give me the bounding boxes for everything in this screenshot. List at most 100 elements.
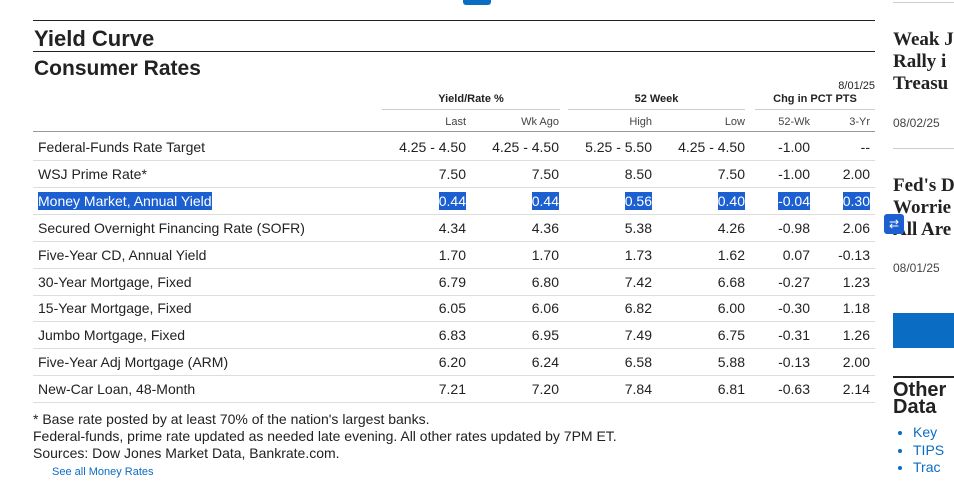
cell: -0.13 xyxy=(838,246,870,263)
cell: 6.06 xyxy=(531,300,559,317)
cell: -0.04 xyxy=(778,191,810,210)
tab xyxy=(463,0,491,5)
cell: 4.26 xyxy=(717,219,745,236)
cell: 1.23 xyxy=(842,273,870,290)
money-rates-link[interactable]: See all Money Rates xyxy=(52,466,154,478)
cell: 0.56 xyxy=(624,191,652,210)
row-name: Federal-Funds Rate Target xyxy=(38,139,206,155)
row-rule xyxy=(33,294,875,296)
column-header: Low xyxy=(724,116,745,128)
rule xyxy=(33,51,875,52)
cell: 7.84 xyxy=(624,381,652,398)
date: 8/01/25 xyxy=(838,80,875,92)
cell: 2.06 xyxy=(842,219,870,236)
cell: 1.70 xyxy=(531,246,559,263)
row-name: 30-Year Mortgage, Fixed xyxy=(38,273,192,290)
column-header: 52-Wk xyxy=(778,116,810,128)
cell: 7.20 xyxy=(531,381,559,398)
rule xyxy=(33,20,875,21)
cell: 6.58 xyxy=(624,354,652,371)
group-rule xyxy=(568,109,745,110)
row-rule xyxy=(33,240,875,242)
cell: 7.50 xyxy=(531,165,559,182)
link[interactable]: Trac xyxy=(913,459,944,477)
cell: -1.00 xyxy=(778,139,810,155)
cell: 1.18 xyxy=(842,300,870,317)
cell: 5.38 xyxy=(624,219,652,236)
cell: 1.26 xyxy=(842,327,870,344)
cell: 0.44 xyxy=(531,191,559,210)
row-name: New-Car Loan, 48-Month xyxy=(38,381,196,398)
cell: 0.07 xyxy=(782,246,810,263)
row-name: WSJ Prime Rate* xyxy=(38,165,147,182)
group-header: Chg in PCT PTS xyxy=(773,93,857,105)
column-header: Wk Ago xyxy=(521,116,559,128)
link[interactable]: Key xyxy=(913,424,944,442)
cell: 6.79 xyxy=(438,273,466,290)
cell: 5.25 - 5.50 xyxy=(585,139,652,155)
cell: 6.00 xyxy=(717,300,745,317)
row-name: Money Market, Annual Yield xyxy=(38,191,212,210)
cell: 6.24 xyxy=(531,354,559,371)
cell: -0.63 xyxy=(778,381,810,398)
header-rule xyxy=(33,131,875,132)
headline-line: Weak J xyxy=(893,29,954,50)
cell: 1.73 xyxy=(624,246,652,263)
row-rule xyxy=(33,186,875,188)
row-name: Jumbo Mortgage, Fixed xyxy=(38,327,186,344)
cell: 6.75 xyxy=(717,327,745,344)
cell: -0.98 xyxy=(778,219,810,236)
row-name: Secured Overnight Financing Rate (SOFR) xyxy=(38,219,305,236)
row-rule xyxy=(33,213,875,215)
cell: 6.95 xyxy=(531,327,559,344)
article-date: 08/02/25 xyxy=(893,116,940,130)
title-line: Data xyxy=(893,396,937,418)
headline-line: Fed's D xyxy=(893,175,954,196)
group-header: 52 Week xyxy=(634,93,679,105)
row-rule xyxy=(33,321,875,323)
cell: 6.81 xyxy=(717,381,745,398)
cell: 0.30 xyxy=(842,191,870,210)
cell: -0.13 xyxy=(778,354,810,371)
group-rule xyxy=(755,109,875,110)
link-list: Key TIPS Trac xyxy=(893,424,944,477)
cell: 4.25 - 4.50 xyxy=(492,139,559,155)
link[interactable]: TIPS xyxy=(913,442,944,460)
cell: 7.21 xyxy=(438,381,466,398)
title-line: Other xyxy=(893,379,947,401)
headline[interactable]: Weak J Rally i Treasu xyxy=(893,29,954,95)
footnote: Federal-funds, prime rate updated as nee… xyxy=(33,428,617,444)
row-rule xyxy=(33,160,875,161)
cell: 8.50 xyxy=(624,165,652,182)
cell: 2.00 xyxy=(842,165,870,182)
headline-line: Treasu xyxy=(893,73,949,94)
headline[interactable]: Fed's D Worrie All Are xyxy=(893,175,954,241)
row-rule xyxy=(33,348,875,350)
rule xyxy=(893,376,954,378)
button[interactable] xyxy=(893,313,954,348)
cell: 6.20 xyxy=(438,354,466,371)
rule xyxy=(893,2,954,3)
cell: 6.83 xyxy=(438,327,466,344)
cell: -0.30 xyxy=(778,300,810,317)
article-date: 08/01/25 xyxy=(893,261,940,275)
cell: -0.31 xyxy=(778,327,810,344)
cell: 1.70 xyxy=(438,246,466,263)
headline-line: Rally i xyxy=(893,51,947,72)
headline-line: All Are xyxy=(893,219,952,240)
group-header: Yield/Rate % xyxy=(438,93,504,105)
title: Consumer Rates xyxy=(34,57,201,80)
group-rule xyxy=(382,109,560,110)
section-title: Yield Curve xyxy=(34,26,155,51)
footnote: * Base rate posted by at least 70% of th… xyxy=(33,411,430,427)
translate-icon[interactable]: ⇄ xyxy=(884,214,904,234)
cell: 2.14 xyxy=(842,381,870,398)
cell: 7.49 xyxy=(624,327,652,344)
cell: 7.50 xyxy=(717,165,745,182)
cell: 6.80 xyxy=(531,273,559,290)
column-header: High xyxy=(629,116,652,128)
cell: 4.34 xyxy=(438,219,466,236)
cell: 4.25 - 4.50 xyxy=(678,139,745,155)
table-bottom-rule xyxy=(33,402,875,403)
